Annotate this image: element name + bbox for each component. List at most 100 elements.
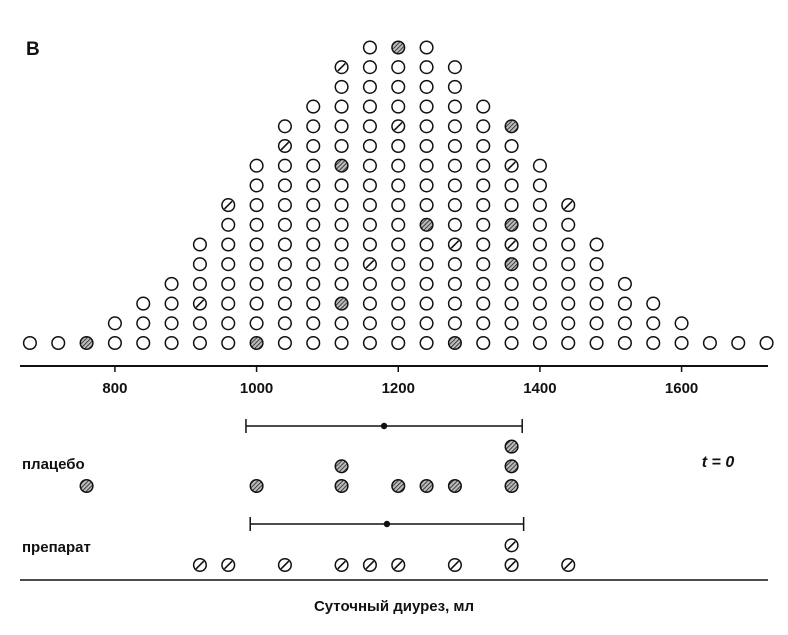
population-dot (589, 296, 604, 311)
population-dot (334, 119, 349, 134)
population-dot (362, 217, 377, 232)
population-dot (221, 296, 236, 311)
population-dot (447, 335, 462, 351)
dot-slash (450, 560, 460, 570)
population-dot (277, 335, 292, 351)
population-dot (306, 296, 321, 311)
population-dot (419, 316, 434, 331)
population-dot (476, 119, 491, 134)
population-dot (249, 178, 264, 193)
population-dot (589, 335, 604, 351)
population-dot (306, 99, 321, 114)
population-dot (192, 257, 207, 272)
dot-slash (507, 540, 516, 550)
population-dot (504, 296, 519, 311)
population-dot (362, 198, 377, 213)
population-dot (561, 237, 576, 252)
population-dot (646, 335, 661, 351)
population-dot (532, 217, 547, 232)
annotation: t = 0 (702, 454, 735, 471)
population-dot (362, 79, 377, 94)
population-dot (476, 198, 491, 213)
population-dot (504, 257, 519, 272)
population-dot (532, 198, 547, 213)
population-dot (334, 79, 349, 94)
population-dot (419, 60, 434, 75)
population-dot (136, 335, 151, 351)
population-dot (476, 276, 491, 291)
population-dot (136, 296, 151, 311)
population-dot (306, 178, 321, 193)
population-dot (476, 138, 491, 154)
population-dot (589, 316, 604, 331)
population-dot (646, 296, 661, 311)
population-dot (362, 99, 377, 114)
population-dot (249, 237, 264, 252)
dot-slash (337, 560, 346, 570)
population-dot (164, 335, 179, 351)
population-dot (419, 257, 434, 272)
population-dot (249, 217, 264, 232)
x-tick-label: 1400 (523, 380, 556, 397)
population-dot (532, 335, 547, 351)
population-dot (249, 276, 264, 291)
population-dot (731, 335, 746, 351)
population-dot (447, 119, 462, 134)
dot-slash (223, 560, 233, 570)
dot-slash (450, 240, 460, 249)
population-dot (476, 296, 491, 311)
population-dot (334, 217, 349, 232)
population-dot (391, 296, 406, 311)
population-dot (249, 296, 264, 311)
population-dot (419, 178, 434, 193)
population-dot (447, 316, 462, 331)
population-dot (617, 335, 632, 351)
population-dot (447, 138, 462, 154)
dot-slash (365, 259, 375, 269)
population-dot (334, 198, 349, 213)
population-dot (362, 178, 377, 193)
sample-dot (249, 478, 264, 494)
population-dot (221, 257, 236, 272)
group-label: препарат (22, 539, 91, 556)
population-dot (51, 335, 66, 351)
group-label: плацебо (22, 456, 85, 473)
x-tick-label: 800 (102, 380, 127, 397)
population-dot (419, 198, 434, 213)
population-dot (504, 335, 519, 351)
population-dot (306, 138, 321, 154)
population-dot (561, 335, 576, 351)
population-dot (532, 257, 547, 272)
sample-dot (447, 478, 462, 494)
population-dot (362, 296, 377, 311)
population-dot (532, 316, 547, 331)
population-dot (277, 119, 292, 134)
population-dot (532, 178, 547, 193)
population-dot (447, 198, 462, 213)
population-dot (419, 237, 434, 252)
dot-slash (223, 200, 233, 210)
population-dot (504, 119, 519, 134)
population-dot (164, 296, 179, 311)
population-dot (277, 276, 292, 291)
population-dot (419, 335, 434, 351)
population-dot (476, 316, 491, 331)
sample-dot (504, 439, 519, 454)
population-dot (306, 198, 321, 213)
dot-slash (365, 560, 375, 570)
population-dot (391, 158, 406, 173)
population-dot (419, 119, 434, 134)
sample-dot (504, 478, 519, 494)
population-dot (362, 60, 377, 75)
population-dot (391, 79, 406, 94)
population-dot (532, 158, 547, 173)
population-dot (447, 60, 462, 75)
dot-slash (280, 141, 290, 151)
population-dot (107, 335, 122, 351)
population-dot (362, 276, 377, 291)
population-dot (391, 335, 406, 351)
dot-slash (195, 299, 205, 308)
population-dot (391, 60, 406, 75)
population-dot (306, 217, 321, 232)
